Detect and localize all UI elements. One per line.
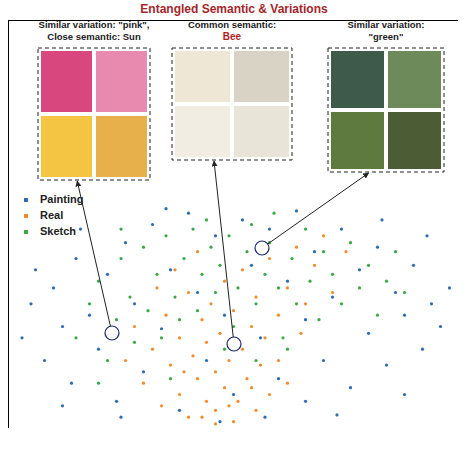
svg-text:Similar variation: "pink",: Similar variation: "pink", xyxy=(39,19,150,30)
svg-text:Bee: Bee xyxy=(223,31,242,42)
svg-text:Entangled Semantic & Variation: Entangled Semantic & Variations xyxy=(140,2,328,16)
svg-text:Common semantic:: Common semantic: xyxy=(188,19,276,30)
svg-text:Painting: Painting xyxy=(40,193,83,205)
svg-text:Similar variation:: Similar variation: xyxy=(347,19,424,30)
svg-text:Real: Real xyxy=(40,209,63,221)
svg-text:Close semantic: Sun: Close semantic: Sun xyxy=(47,31,141,42)
svg-text:"green": "green" xyxy=(369,31,404,42)
svg-text:Sketch: Sketch xyxy=(40,225,76,237)
